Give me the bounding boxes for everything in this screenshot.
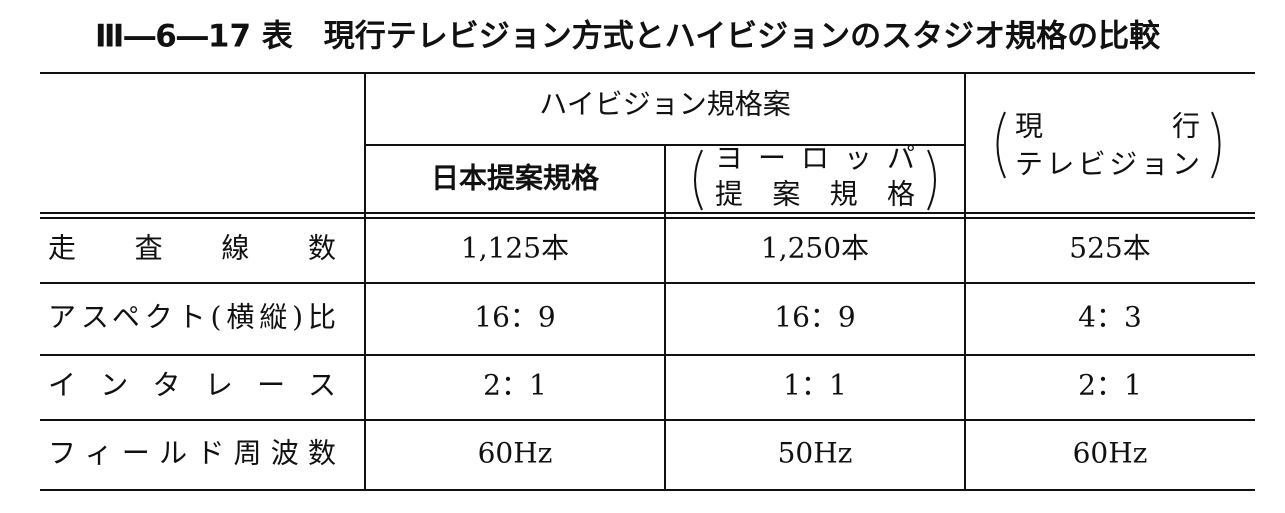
- cell: 60Hz: [478, 437, 553, 470]
- table-frame: [40, 72, 1255, 491]
- cell: 1,250本: [761, 232, 869, 265]
- row-label: インタレース: [48, 369, 336, 402]
- row-label: アスペクト(横縦)比: [48, 301, 336, 334]
- column-header: ヨーロッパ: [715, 142, 915, 175]
- cell: 525本: [1069, 232, 1150, 265]
- row-label: フィールド周波数: [48, 437, 336, 470]
- cell: 1：1: [783, 369, 847, 402]
- table-title: Ⅲ―6―17 表 現行テレビジョン方式とハイビジョンのスタジオ規格の比較: [95, 19, 1161, 55]
- group-header: ハイビジョン規格案: [539, 88, 790, 121]
- cell: 2：1: [1078, 369, 1142, 402]
- cell: 2：1: [483, 369, 547, 402]
- cell: 16：9: [774, 301, 855, 334]
- column-header: テレビジョン: [1015, 148, 1200, 181]
- cell: 16：9: [474, 301, 555, 334]
- column-header: 現行: [1015, 110, 1200, 143]
- column-header: 提案規格: [715, 178, 915, 211]
- cell: 4：3: [1078, 301, 1142, 334]
- cell: 60Hz: [1073, 437, 1148, 470]
- cell: 50Hz: [778, 437, 853, 470]
- cell: 1,125本: [461, 232, 569, 265]
- column-header: 日本提案規格: [431, 162, 600, 195]
- row-label: 走査線数: [48, 232, 336, 265]
